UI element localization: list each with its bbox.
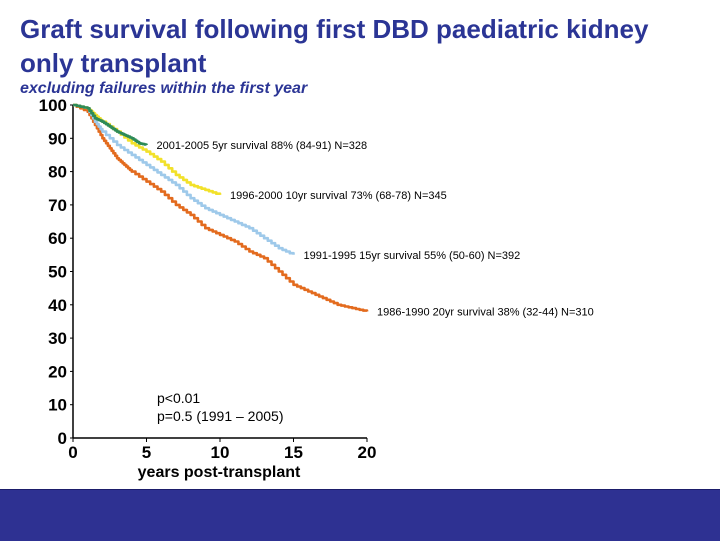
series-label-1986-1990: 1986-1990 20yr survival 38% (32-44) N=31…	[377, 306, 594, 318]
page-title: Graft survival following first DBD paedi…	[20, 14, 649, 78]
y-tick-label: 30	[48, 329, 67, 348]
y-tick-label: 70	[48, 196, 67, 215]
footer-bar	[0, 489, 720, 541]
series-labels: 1986-1990 20yr survival 38% (32-44) N=31…	[157, 140, 594, 318]
y-tick-label: 20	[48, 362, 67, 381]
x-tick-label: 20	[358, 443, 377, 462]
y-tick-label: 90	[48, 129, 67, 148]
p-value-overall: p<0.01	[157, 390, 200, 406]
x-axis-label: years post-transplant	[138, 464, 301, 481]
series-label-1991-1995: 1991-1995 15yr survival 55% (50-60) N=39…	[304, 250, 521, 262]
y-tick-label: 10	[48, 396, 67, 415]
y-tick-label: 40	[48, 296, 67, 315]
y-tick-label: 80	[48, 163, 67, 182]
y-tick-label: 60	[48, 229, 67, 248]
series-line-2001-2005	[73, 103, 148, 146]
series-line-1991-1995	[73, 103, 295, 255]
chart-subtitle: excluding failures within the first year	[20, 80, 308, 97]
series-layer	[73, 103, 369, 312]
p-value-1991-2005: p=0.5 (1991 – 2005)	[157, 408, 284, 424]
y-tick-label: 100	[39, 96, 67, 115]
x-axis-ticks: 0 5 10 15 20	[68, 438, 376, 462]
y-axis-ticks: 0 10 20 30 40 50 60 70 80 90 100	[39, 96, 73, 448]
series-label-2001-2005: 2001-2005 5yr survival 88% (84-91) N=328	[157, 140, 368, 152]
y-tick-label: 50	[48, 263, 67, 282]
x-tick-label: 10	[211, 443, 230, 462]
y-tick-label: 0	[58, 429, 67, 448]
x-tick-label: 5	[142, 443, 151, 462]
series-line-1986-1990	[73, 103, 369, 312]
x-tick-label: 0	[68, 443, 77, 462]
series-label-1996-2000: 1996-2000 10yr survival 73% (68-78) N=34…	[230, 190, 447, 202]
x-tick-label: 15	[284, 443, 303, 462]
